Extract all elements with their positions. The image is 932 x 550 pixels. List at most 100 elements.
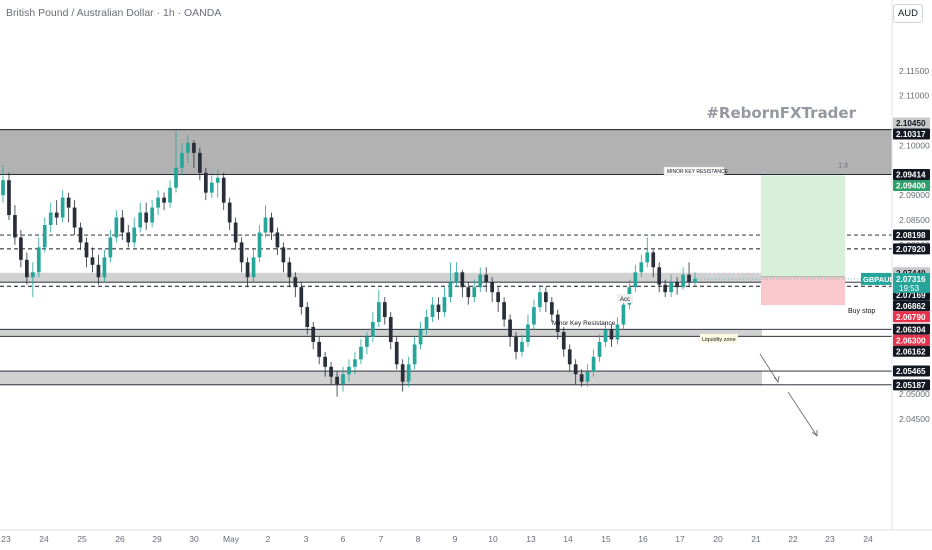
candle-body-31 bbox=[186, 142, 190, 153]
price-label-bg-1 bbox=[893, 128, 930, 140]
candle-body-93 bbox=[555, 314, 560, 332]
y-tick-4: 2.08500 bbox=[899, 215, 930, 225]
candle-body-6 bbox=[36, 247, 41, 273]
position-loss-zone[interactable] bbox=[761, 276, 845, 306]
price-label-bg-11 bbox=[893, 323, 930, 335]
candle-body-82 bbox=[490, 282, 495, 293]
candle-body-110 bbox=[657, 267, 662, 285]
candle-body-10 bbox=[60, 197, 65, 218]
candle-body-106 bbox=[633, 272, 638, 288]
price-label-8: 2.07169 bbox=[896, 291, 926, 300]
candle-body-32 bbox=[192, 142, 196, 153]
price-label-bg-10 bbox=[893, 311, 930, 323]
candle-body-44 bbox=[263, 217, 268, 233]
price-label-5: 2.07920 bbox=[896, 245, 926, 254]
y-tick-3: 2.09000 bbox=[899, 190, 930, 200]
price-label-15: 2.05187 bbox=[896, 381, 926, 390]
price-labels: 2.10450 2.10317 2.09414 2.09400 2.08198 2.079… bbox=[893, 117, 930, 391]
candle-body-97 bbox=[579, 374, 584, 382]
candle-body-15 bbox=[90, 257, 95, 265]
candle-body-30 bbox=[180, 152, 184, 168]
time-axis[interactable]: 23 24 25 26 29 30 May 2 3 6 7 8 9 10 13 14 15 16 17 20 21 22 2… bbox=[1, 534, 873, 544]
candle-body-12 bbox=[72, 207, 77, 228]
candle-body-25 bbox=[150, 207, 154, 223]
projection-arrow-2 bbox=[787, 391, 818, 437]
candle-body-96 bbox=[573, 364, 578, 375]
candle-body-22 bbox=[132, 227, 137, 243]
currency-button[interactable]: AUD bbox=[893, 4, 923, 23]
watermark-text: #RebornFXTrader bbox=[706, 104, 856, 122]
price-label-0: 2.10450 bbox=[896, 119, 926, 128]
candle-body-37 bbox=[221, 177, 226, 203]
x-tick-21: 22 bbox=[788, 534, 798, 544]
x-tick-4: 29 bbox=[152, 534, 162, 544]
x-tick-16: 15 bbox=[601, 534, 611, 544]
candle-body-98 bbox=[585, 371, 590, 382]
candle-body-43 bbox=[257, 232, 262, 258]
y-tick-7: 2.04500 bbox=[899, 414, 930, 424]
candle-body-28 bbox=[168, 187, 172, 203]
candle-body-40 bbox=[239, 242, 244, 263]
x-tick-11: 8 bbox=[416, 534, 421, 544]
candle-body-18 bbox=[108, 237, 113, 258]
candle-body-13 bbox=[78, 227, 83, 243]
price-label-bg-4 bbox=[893, 229, 930, 241]
x-tick-19: 20 bbox=[713, 534, 723, 544]
x-tick-0: 23 bbox=[1, 534, 11, 544]
candle-body-86 bbox=[514, 336, 518, 352]
price-label-13: 2.06162 bbox=[896, 347, 926, 356]
candle-body-99 bbox=[591, 356, 596, 372]
candle-body-74 bbox=[442, 297, 447, 313]
candle-body-104 bbox=[621, 304, 626, 325]
candle-body-33 bbox=[198, 152, 202, 173]
price-label-3: 2.09400 bbox=[896, 182, 926, 191]
candle-body-58 bbox=[347, 366, 351, 375]
candle-body-45 bbox=[269, 217, 274, 233]
candle-body-1 bbox=[7, 180, 11, 216]
candle-body-69 bbox=[412, 344, 417, 365]
candle-body-3 bbox=[19, 237, 23, 260]
x-tick-1: 24 bbox=[39, 534, 49, 544]
zones-layer bbox=[0, 129, 892, 385]
candles-layer bbox=[1, 130, 697, 397]
candle-body-50 bbox=[299, 287, 304, 308]
candle-body-64 bbox=[382, 302, 387, 318]
acc-label: Acc bbox=[620, 297, 630, 303]
candle-body-21 bbox=[126, 232, 131, 243]
price-label-14: 2.05465 bbox=[896, 367, 926, 376]
current-price: 2.07316 bbox=[896, 275, 926, 284]
candle-body-2 bbox=[13, 215, 17, 238]
candle-body-39 bbox=[233, 222, 238, 243]
candle-body-81 bbox=[484, 274, 489, 283]
candle-body-101 bbox=[603, 329, 608, 342]
candle-body-77 bbox=[460, 272, 465, 288]
minor-key-resistance-top-box bbox=[663, 166, 725, 176]
candle-body-46 bbox=[275, 232, 280, 248]
candle-body-80 bbox=[478, 274, 483, 288]
price-label-bg-2 bbox=[893, 169, 930, 181]
x-tick-18: 17 bbox=[675, 534, 685, 544]
x-tick-5: 30 bbox=[189, 534, 199, 544]
price-label-2: 2.09414 bbox=[896, 171, 926, 180]
candle-body-23 bbox=[138, 212, 143, 228]
candle-body-63 bbox=[376, 302, 381, 323]
y-tick-2: 2.10000 bbox=[899, 140, 930, 150]
price-label-bg-3 bbox=[893, 180, 930, 192]
minor-key-resistance-top-label: MINOR KEY RESISTANCE bbox=[667, 169, 729, 175]
price-label-12: 2.06300 bbox=[896, 336, 926, 345]
candle-body-72 bbox=[430, 304, 435, 318]
candle-body-76 bbox=[454, 272, 459, 283]
acc-box bbox=[617, 294, 633, 303]
position-ratio-label: 1:3 bbox=[838, 162, 848, 169]
candle-body-7 bbox=[42, 225, 47, 248]
candle-body-71 bbox=[424, 317, 429, 330]
candle-body-84 bbox=[502, 302, 506, 320]
x-tick-8: 3 bbox=[304, 534, 309, 544]
candle-body-27 bbox=[162, 197, 166, 203]
candle-body-103 bbox=[615, 324, 620, 340]
candle-body-48 bbox=[287, 262, 292, 278]
candle-body-55 bbox=[329, 366, 333, 377]
candle-body-41 bbox=[245, 262, 250, 278]
position-profit-zone[interactable] bbox=[761, 175, 845, 277]
